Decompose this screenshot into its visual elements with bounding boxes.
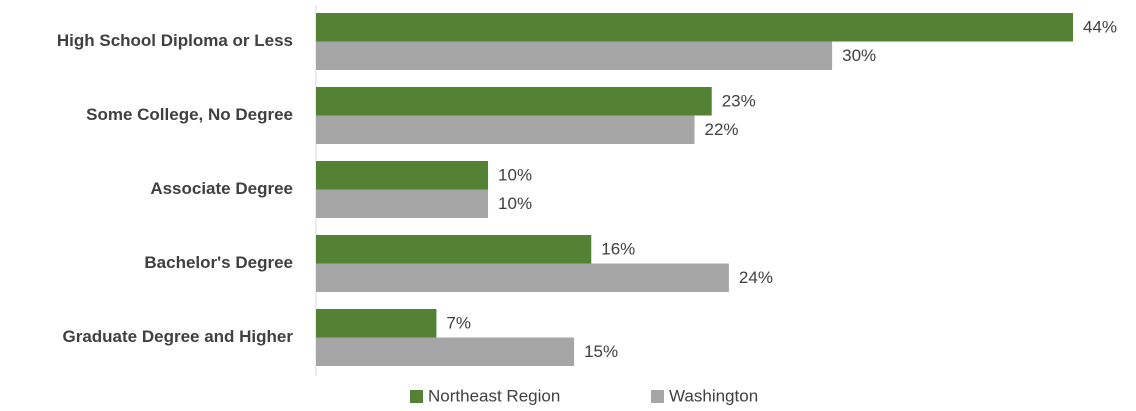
- bar: [316, 13, 1073, 42]
- legend-label: Washington: [669, 386, 758, 405]
- category-label: Associate Degree: [150, 179, 293, 198]
- bar: [316, 115, 695, 144]
- bar: [316, 87, 712, 116]
- bar: [316, 263, 729, 292]
- value-label: 15%: [584, 342, 618, 361]
- bar: [316, 41, 833, 70]
- value-label: 30%: [842, 46, 876, 65]
- legend-swatch: [651, 390, 664, 403]
- legend-label: Northeast Region: [428, 386, 560, 405]
- legend-swatch: [410, 390, 423, 403]
- value-label: 22%: [705, 120, 739, 139]
- value-label: 10%: [498, 166, 532, 185]
- bar: [316, 337, 575, 366]
- category-label: Bachelor's Degree: [144, 253, 293, 272]
- value-label: 44%: [1083, 18, 1117, 37]
- value-label: 23%: [722, 92, 756, 111]
- value-label: 7%: [446, 314, 471, 333]
- category-label: Some College, No Degree: [86, 105, 293, 124]
- category-label: High School Diploma or Less: [57, 31, 293, 50]
- value-label: 16%: [601, 240, 635, 259]
- category-label: Graduate Degree and Higher: [62, 327, 293, 346]
- value-label: 10%: [498, 194, 532, 213]
- bar: [316, 309, 437, 338]
- bar: [316, 189, 489, 218]
- bar: [316, 161, 489, 190]
- bar: [316, 235, 592, 264]
- value-label: 24%: [739, 268, 773, 287]
